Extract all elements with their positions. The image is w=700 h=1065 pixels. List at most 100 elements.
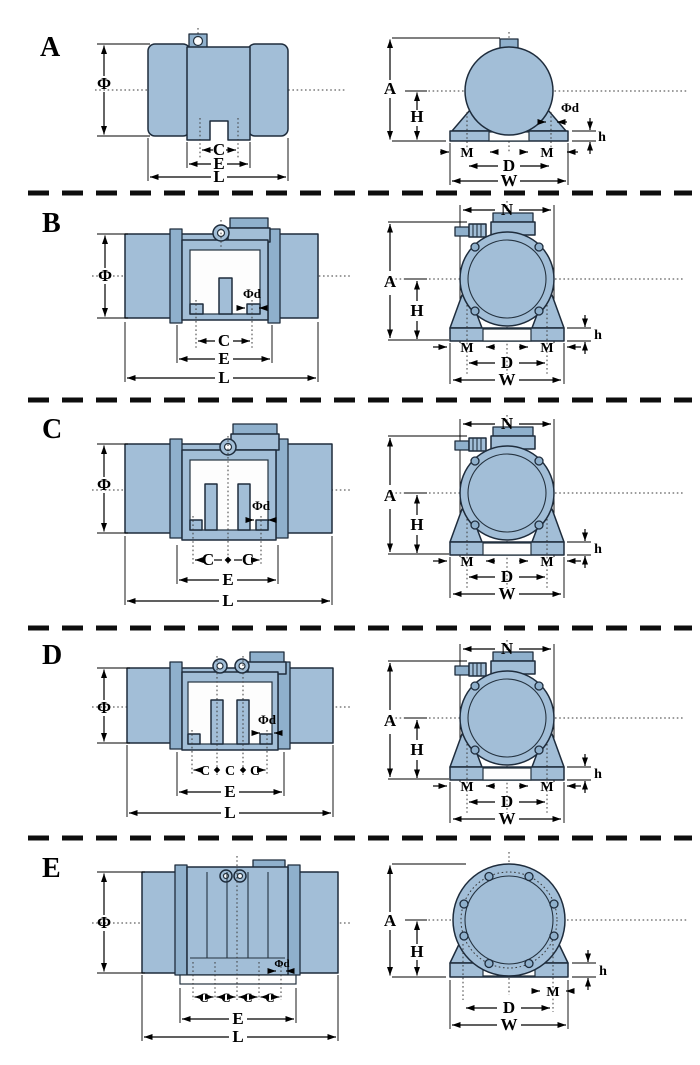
c-dimension: C — [202, 140, 236, 159]
row-a-side-view: Φ C E L — [95, 28, 345, 186]
dim-label-phid: Φd — [561, 100, 580, 115]
bolt — [524, 958, 534, 969]
phid-dimension: Φd — [245, 498, 277, 523]
dim-label-n: N — [501, 200, 514, 219]
motor-housing — [186, 46, 251, 141]
eye-hole — [236, 872, 244, 880]
dim-label-phid: Φd — [274, 958, 289, 970]
phi-dimension: Φ — [97, 443, 128, 534]
bolt-circle-line — [460, 871, 558, 969]
row-d: D Φ Φd — [42, 639, 685, 828]
dim-label-d: D — [501, 567, 513, 586]
dim-label-phi: Φ — [97, 698, 111, 717]
end-view-drawing — [387, 201, 685, 384]
h-small-dimension: h — [572, 950, 607, 990]
w-dimension: W — [449, 143, 569, 190]
e-dimension: E — [176, 545, 279, 589]
flange — [169, 228, 183, 324]
dim-label-d: D — [501, 353, 513, 372]
row-d-side-view: Φ Φd C C C E L — [92, 651, 350, 822]
dim-label-d: D — [501, 792, 513, 811]
mount-column — [237, 483, 251, 531]
dim-label-w: W — [501, 1015, 518, 1034]
phi-dimension: Φ — [97, 871, 145, 974]
dim-label-phi: Φ — [97, 475, 111, 494]
eye-hole — [238, 662, 246, 670]
row-letter: E — [42, 853, 61, 884]
motor-cylinder — [297, 871, 339, 974]
dim-label-c2: C — [225, 764, 235, 779]
dim-label-m-left: M — [460, 341, 473, 356]
dim-label-c2: C — [242, 550, 254, 569]
foot-tab — [246, 303, 261, 315]
dim-label-e: E — [224, 782, 235, 801]
dim-label-c1: C — [199, 990, 208, 1005]
bolt — [459, 931, 469, 941]
dim-label-h-small: h — [599, 964, 607, 979]
dim-label-l: L — [213, 167, 224, 186]
dim-label-n: N — [501, 414, 514, 433]
dim-label-h-small: h — [598, 130, 606, 145]
h-small-dimension: h — [572, 118, 606, 154]
flange — [267, 228, 281, 324]
dim-label-phid: Φd — [243, 286, 262, 301]
row-e-side-view: Φ Φd C C C C E — [92, 856, 352, 1046]
a-dimension: A — [384, 863, 466, 978]
dim-diamond — [239, 766, 247, 774]
eye-hole — [223, 442, 233, 452]
c-dimensions: C C — [195, 550, 260, 569]
dim-label-e: E — [218, 349, 229, 368]
row-d-end-view: N A H h M M D W — [384, 639, 685, 828]
motor-housing-circle — [464, 46, 554, 136]
dim-label-l: L — [232, 1027, 243, 1046]
flange — [277, 661, 291, 750]
bolt — [549, 899, 559, 909]
dim-label-c: C — [213, 140, 225, 159]
motor-end-cap — [147, 43, 191, 137]
dim-label-phi: Φ — [97, 74, 111, 93]
dim-label-m: M — [546, 985, 559, 1000]
dim-label-a: A — [384, 911, 397, 930]
phid-dimension: Φd — [267, 958, 295, 974]
end-view-labels: N A H h M M D W — [384, 639, 602, 828]
bolt — [459, 899, 469, 909]
dim-diamond — [224, 556, 232, 564]
dim-label-c4: C — [265, 990, 274, 1005]
row-a: A Φ C E — [40, 28, 688, 190]
end-view-drawing — [387, 415, 685, 598]
dim-label-d: D — [503, 998, 515, 1017]
bolt — [484, 871, 494, 882]
dim-label-e: E — [222, 570, 233, 589]
dim-label-m-right: M — [540, 341, 553, 356]
l-dimension: L — [126, 745, 334, 822]
d-dimension: D — [466, 998, 550, 1017]
dim-label-m-left: M — [460, 555, 473, 570]
row-b-end-view: N A H h M M D W — [384, 200, 685, 389]
l-dimension: L — [147, 138, 289, 186]
mount-column — [218, 277, 233, 315]
dim-label-phid: Φd — [252, 498, 271, 513]
row-letter: A — [40, 32, 61, 63]
row-letter: B — [42, 208, 61, 239]
c-dimensions: C C C — [193, 764, 266, 779]
l-dimension: L — [141, 975, 339, 1046]
phi-dimension: Φ — [97, 233, 128, 319]
end-view-labels: N A H h M M D W — [384, 200, 602, 389]
motor-housing-circle — [452, 863, 566, 977]
motor-end-cap — [247, 43, 289, 137]
dim-label-m-right: M — [540, 146, 553, 161]
dim-label-c1: C — [202, 550, 214, 569]
l-dimension: L — [124, 536, 333, 610]
dim-label-w: W — [499, 370, 516, 389]
mount-column — [236, 699, 250, 745]
dim-label-h-big: H — [410, 740, 423, 759]
dim-label-e: E — [213, 154, 224, 173]
dim-label-w: W — [499, 584, 516, 603]
row-a-end-view: A H Φd h M M — [384, 32, 688, 190]
d-dimension: D — [469, 156, 549, 175]
dim-label-w: W — [501, 171, 518, 190]
c-dimensions: C C C C — [194, 990, 280, 1005]
phi-dimension: Φ — [97, 43, 150, 137]
